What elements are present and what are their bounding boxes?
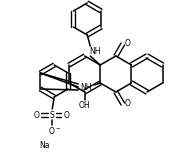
Text: O: O [125, 39, 131, 49]
Text: NH: NH [89, 46, 101, 56]
Text: NH: NH [80, 83, 92, 92]
Text: O$^-$: O$^-$ [48, 125, 61, 136]
Text: OH: OH [79, 102, 91, 110]
Text: Na: Na [39, 141, 50, 149]
Text: S: S [50, 110, 55, 119]
Text: O: O [125, 100, 131, 109]
Text: O: O [63, 110, 69, 119]
Text: O: O [33, 110, 39, 119]
